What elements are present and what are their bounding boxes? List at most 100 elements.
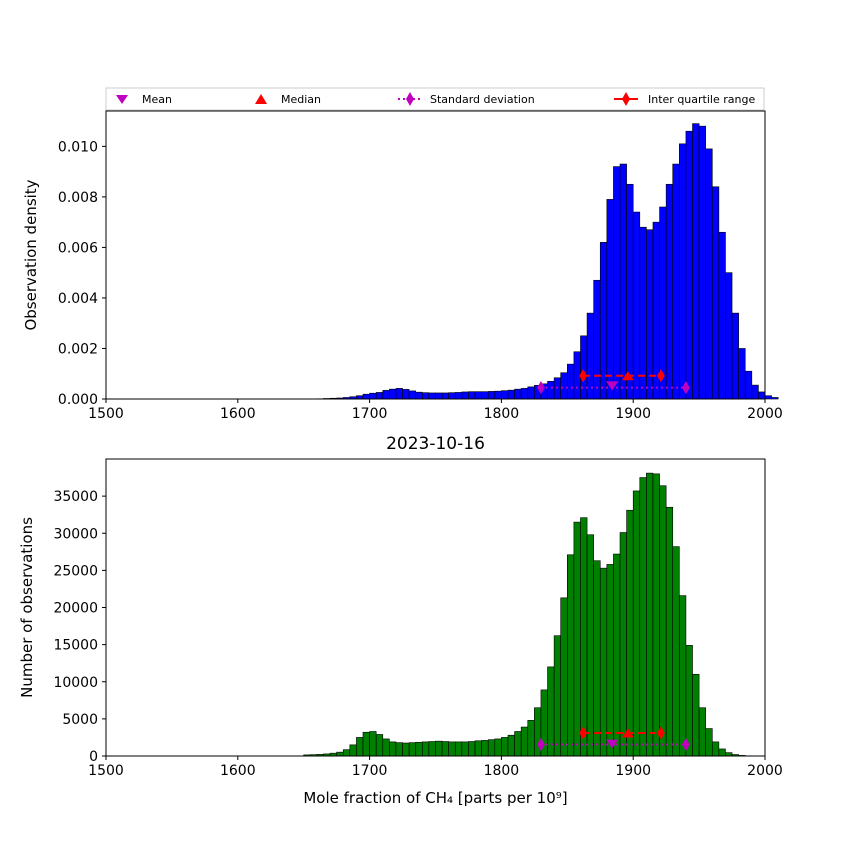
- histogram-bar: [679, 143, 687, 400]
- histogram-bar: [507, 389, 515, 400]
- histogram-bar: [422, 741, 430, 757]
- x-tick-label: 1700: [352, 406, 388, 422]
- histogram-bar: [705, 148, 713, 400]
- histogram-bar: [692, 123, 700, 400]
- histogram-bar: [646, 229, 654, 400]
- iqr-high-marker: [656, 726, 665, 740]
- histogram-bar: [639, 226, 647, 400]
- histogram-bar: [698, 707, 706, 757]
- histogram-bar: [507, 734, 515, 757]
- x-tick-label: 1800: [484, 406, 520, 422]
- median-marker: [621, 728, 634, 738]
- histogram-bar: [481, 740, 489, 757]
- x-tick-label: 1900: [615, 763, 651, 779]
- histogram-bar: [547, 666, 555, 757]
- histogram-bar: [731, 312, 739, 400]
- legend-mean-marker: [116, 95, 128, 104]
- y-tick-label: 0.010: [58, 139, 98, 155]
- histogram-bar: [632, 211, 641, 400]
- histogram-bar: [679, 595, 687, 757]
- x-tick-label: 1800: [484, 763, 520, 779]
- histogram-bar: [586, 534, 594, 757]
- histogram-bar: [711, 186, 720, 400]
- histogram-bar: [441, 392, 449, 400]
- histogram-bar: [468, 741, 476, 757]
- histogram-bar: [408, 390, 417, 400]
- legend-frame: [105, 87, 765, 111]
- histogram-bar: [408, 742, 417, 757]
- mean-marker: [606, 739, 619, 749]
- y-axis-label: Number of observations: [18, 517, 36, 698]
- histogram-bar: [586, 312, 594, 400]
- legend-median-label: Median: [281, 93, 321, 106]
- histogram-bar: [692, 674, 700, 757]
- histogram-bar: [613, 166, 621, 400]
- histogram-bar: [593, 279, 601, 400]
- y-tick-label: 0: [89, 749, 98, 765]
- histogram-bar: [487, 739, 496, 757]
- histogram-bar: [487, 391, 496, 400]
- histogram-bar: [494, 390, 502, 400]
- x-tick-label: 1900: [615, 406, 651, 422]
- histogram-bar: [382, 738, 390, 757]
- histogram-bar: [639, 477, 647, 757]
- histogram-bar: [375, 734, 384, 757]
- y-tick-label: 0.004: [58, 291, 98, 307]
- histogram-bar: [619, 163, 627, 400]
- histogram-bar: [402, 389, 410, 400]
- std-low-marker: [537, 737, 545, 752]
- histogram-bar: [606, 564, 614, 757]
- x-tick-label: 2000: [747, 763, 783, 779]
- iqr-low-marker: [579, 726, 588, 740]
- histogram-bar: [422, 392, 430, 400]
- y-tick-label: 5000: [62, 712, 98, 728]
- histogram-bar: [389, 388, 397, 400]
- histogram-bar: [672, 546, 680, 757]
- x-tick-label: 2000: [747, 406, 783, 422]
- histogram-bar: [698, 125, 706, 400]
- histogram-bar: [356, 737, 364, 757]
- histogram-bar: [454, 392, 463, 400]
- histogram-bar: [685, 130, 693, 400]
- histogram-bar: [626, 183, 634, 400]
- histogram-bar: [718, 231, 726, 400]
- histogram-bar: [474, 740, 482, 757]
- histogram-bar: [342, 749, 351, 757]
- histogram-bar: [771, 397, 779, 400]
- histogram-bar: [395, 742, 403, 757]
- iqr-low-marker: [579, 369, 588, 383]
- density-histogram: 1500 1600 1700 1800 1900 2000 0.000 0.002 0.004 0…: [22, 110, 783, 422]
- std-low-marker: [537, 381, 545, 395]
- histogram-bar: [349, 744, 357, 757]
- histogram-bar: [685, 645, 693, 757]
- histogram-bar: [461, 391, 469, 400]
- histogram-bar: [632, 490, 641, 757]
- histogram-bar: [553, 635, 562, 757]
- histogram-bar: [441, 741, 449, 757]
- histogram-bar: [520, 388, 529, 400]
- histogram-bar: [362, 731, 370, 757]
- x-tick-label: 1500: [88, 406, 124, 422]
- histogram-bar: [652, 473, 660, 757]
- histogram-bar: [415, 391, 423, 400]
- histogram-bar: [573, 521, 581, 757]
- legend-iqr-label: Inter quartile range: [648, 93, 755, 106]
- x-tick-label: 1700: [352, 763, 388, 779]
- legend-mean-label: Mean: [142, 93, 172, 106]
- histogram-bar: [738, 348, 746, 400]
- histogram-bar: [375, 392, 384, 400]
- y-tick-label: 25000: [53, 563, 98, 579]
- histogram-bar: [566, 363, 575, 400]
- histogram-bar: [613, 553, 621, 757]
- histogram-bar: [718, 748, 726, 757]
- histogram-bar: [665, 183, 674, 400]
- histogram-bar: [560, 372, 568, 400]
- iqr-high-marker: [656, 369, 665, 383]
- histogram-bar: [580, 517, 588, 757]
- count-histogram: 1500 1600 1700 1800 1900 20000500010000150002…: [18, 434, 783, 807]
- histogram-bar: [415, 741, 423, 757]
- histogram-bar: [725, 752, 733, 757]
- histogram-bar: [501, 737, 509, 757]
- y-tick-label: 20000: [53, 601, 98, 617]
- histogram-bar: [468, 391, 476, 400]
